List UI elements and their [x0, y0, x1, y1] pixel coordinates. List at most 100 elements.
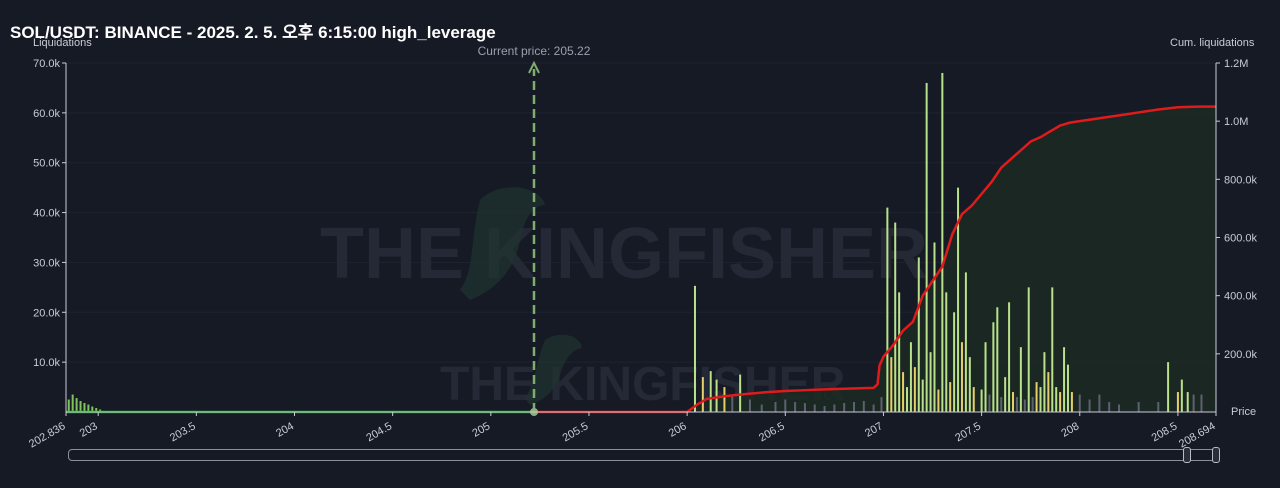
x-tick-label: 208 — [1059, 420, 1081, 440]
liquidation-bar — [1039, 387, 1042, 412]
liquidation-bar — [960, 342, 963, 412]
liquidation-bar — [803, 403, 806, 412]
liquidation-bar — [1008, 302, 1011, 412]
liquidation-bar — [1137, 402, 1140, 412]
liquidation-bar — [693, 285, 696, 412]
liquidation-bar — [957, 187, 960, 412]
liquidation-bar — [945, 292, 948, 412]
liquidation-bar — [1012, 392, 1015, 412]
liquidation-bar — [933, 242, 936, 412]
liquidation-bar — [748, 399, 751, 412]
liquidation-bar — [1200, 394, 1203, 412]
cum-area — [534, 106, 1216, 412]
liquidation-bar — [886, 207, 889, 412]
liquidation-bar — [852, 402, 855, 412]
liquidation-bar — [75, 398, 78, 412]
liquidation-bar — [1063, 347, 1066, 412]
x-tick-label: 206 — [667, 420, 689, 440]
liquidation-bar — [1088, 399, 1091, 412]
right-tick-label: 600.0k — [1224, 233, 1258, 245]
liquidation-bar — [872, 404, 875, 412]
liquidation-bar — [1043, 352, 1046, 412]
liquidation-bar — [1047, 372, 1050, 412]
liquidation-bar — [67, 399, 70, 412]
liquidation-bar — [984, 342, 987, 412]
liquidation-bar — [83, 403, 86, 412]
left-tick-label: 30.0k — [33, 257, 60, 269]
liquidation-bar — [731, 394, 734, 412]
left-tick-label: 10.0k — [33, 357, 60, 369]
liquidation-bar — [953, 312, 956, 412]
liquidation-bar — [1176, 392, 1179, 412]
x-tick-label: 208.694 — [1177, 420, 1217, 450]
liquidation-bar — [701, 377, 704, 412]
right-tick-label: 1.2M — [1224, 58, 1248, 70]
x-tick-label: 206.5 — [757, 420, 787, 444]
liquidation-bar — [1031, 397, 1034, 412]
chart-title: SOL/USDT: BINANCE - 2025. 2. 5. 오후 6:15:… — [10, 23, 496, 42]
liquidation-bar — [1070, 392, 1073, 412]
liquidation-bar — [1098, 394, 1101, 412]
liquidation-bar — [1055, 387, 1058, 412]
x-axis-title: Price — [1231, 406, 1256, 418]
liquidation-bar — [1180, 379, 1183, 412]
kingfisher-logo-small-icon — [525, 334, 582, 405]
liquidation-bar — [71, 394, 74, 412]
left-tick-label: 70.0k — [33, 58, 60, 70]
liquidation-bar — [1186, 392, 1189, 412]
liquidation-bar — [1051, 287, 1054, 412]
liquidation-bar — [843, 403, 846, 412]
liquidation-bar — [1015, 397, 1018, 412]
liquidation-bar — [992, 322, 995, 412]
liquidation-bar — [929, 352, 932, 412]
liquidation-bar — [1027, 287, 1030, 412]
liquidation-bar — [774, 402, 777, 412]
x-tick-label: 207.5 — [953, 420, 983, 444]
liquidation-bar — [937, 389, 940, 412]
liquidation-bar — [902, 372, 905, 412]
liquidation-bar — [739, 374, 742, 412]
liquidation-bar — [91, 406, 94, 412]
liquidation-bar — [968, 357, 971, 412]
liquidation-bar — [1000, 397, 1003, 412]
liquidation-bar — [909, 342, 912, 412]
liquidation-bar — [833, 404, 836, 412]
x-tick-label: 207 — [863, 420, 885, 440]
liquidation-bar — [709, 371, 712, 412]
liquidation-bar — [95, 408, 98, 412]
left-tick-label: 60.0k — [33, 108, 60, 120]
current-price-label: Current price: 205.22 — [478, 44, 591, 58]
liquidation-bar — [1078, 394, 1081, 412]
right-tick-label: 1.0M — [1224, 116, 1248, 128]
liquidation-bar — [898, 292, 901, 412]
cum-short-line — [534, 105, 1216, 414]
liquidation-bar — [813, 404, 816, 412]
x-tick-label: 203.5 — [168, 420, 198, 444]
liquidation-bar — [1019, 347, 1022, 412]
liquidation-bar — [913, 367, 916, 412]
liquidation-bar — [1157, 402, 1160, 412]
liquidation-bar — [1066, 364, 1069, 412]
left-tick-label: 50.0k — [33, 158, 60, 170]
zoom-scrollbar[interactable] — [68, 449, 1218, 461]
liquidation-bar — [917, 257, 920, 412]
liquidation-bar — [925, 82, 928, 412]
liquidation-bar — [1118, 404, 1121, 412]
liquidation-bar — [949, 382, 952, 412]
zoom-handle-left[interactable] — [1183, 447, 1191, 463]
liquidation-bar — [996, 307, 999, 412]
liquidation-bar — [723, 387, 726, 412]
liquidation-bar — [894, 222, 897, 412]
liquidation-bar — [1192, 394, 1195, 412]
liquidation-bar — [1023, 399, 1026, 412]
bar-series — [67, 72, 1203, 412]
watermark-text-large: THE KINGFISHER — [320, 214, 928, 294]
liquidation-bar — [1004, 377, 1007, 412]
liquidation-bar — [1108, 402, 1111, 412]
zoom-handle-right[interactable] — [1212, 447, 1220, 463]
liquidation-bar — [862, 401, 865, 412]
liquidation-bar — [1059, 392, 1062, 412]
x-tick-label: 203 — [78, 420, 100, 440]
liquidation-bar — [87, 404, 90, 412]
